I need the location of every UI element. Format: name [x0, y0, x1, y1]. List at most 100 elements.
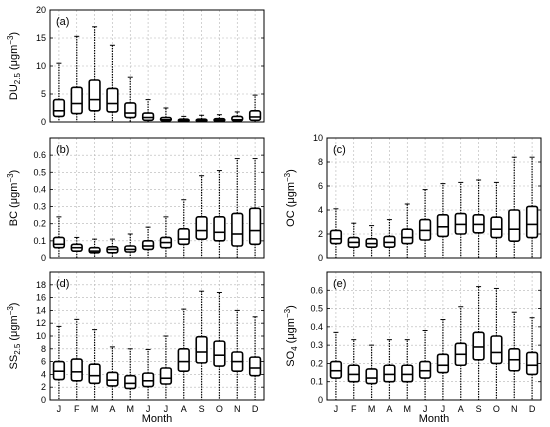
- x-tick-label: O: [216, 404, 223, 414]
- y-tick-label: 0: [41, 253, 46, 263]
- box-iqr: [525, 351, 539, 376]
- y-tick-label: 2: [318, 229, 323, 239]
- y-axis-title: BC (μgm−3): [6, 170, 20, 226]
- box-iqr: [248, 356, 262, 377]
- box-iqr: [436, 214, 450, 238]
- x-axis-title-left: Month: [142, 413, 173, 425]
- box-iqr: [213, 340, 226, 367]
- x-tick-label: M: [368, 404, 376, 414]
- panel-label: (c): [333, 144, 346, 156]
- x-tick-label: M: [404, 404, 412, 414]
- y-axis-title: SS2.5 (μgm−3): [6, 303, 22, 370]
- box-iqr: [231, 212, 244, 247]
- box-iqr: [88, 363, 101, 385]
- y-tick-label: 0.6: [33, 150, 46, 160]
- box-iqr: [248, 207, 262, 246]
- box-iqr: [329, 229, 343, 245]
- y-tick-label: 0: [318, 253, 323, 263]
- panel-b: 0 0.1 0.2 0.3 0.4 0.5 0.6 (b) BC (μgm−3): [6, 137, 265, 263]
- plot-frame: [326, 137, 542, 259]
- box-iqr: [472, 331, 485, 361]
- box-iqr: [490, 216, 503, 239]
- x-tick-label: J: [423, 404, 428, 414]
- x-tick-label: N: [511, 404, 518, 414]
- box-iqr: [401, 228, 414, 245]
- panel-c: 0 2 4 6 8 10 (c) OC (μgm−3): [283, 133, 542, 263]
- box-iqr: [141, 372, 155, 388]
- y-axis-title: OC (μgm−3): [283, 169, 297, 227]
- y-tick-label: 0: [41, 117, 46, 127]
- x-tick-label: J: [146, 404, 151, 414]
- plot-frame: [326, 271, 542, 401]
- box-iqr: [329, 360, 343, 379]
- y-tick-label: 14: [36, 305, 46, 315]
- y-tick-label: 6: [318, 181, 323, 191]
- panel-e: 00.10.20.30.40.50.6J F M A M J J A S O N D(e)SO4 (μ…: [283, 271, 542, 414]
- x-tick-label: N: [234, 404, 241, 414]
- y-tick-label: 10: [36, 61, 46, 71]
- box-iqr: [401, 364, 414, 383]
- y-tick-label: 0.6: [310, 285, 323, 295]
- x-tick-label: S: [199, 404, 205, 414]
- x-tick-label: F: [351, 404, 357, 414]
- x-tick-label: J: [57, 404, 62, 414]
- box-iqr: [124, 102, 137, 119]
- box-iqr: [365, 368, 378, 385]
- box-iqr: [106, 371, 119, 387]
- y-tick-label: 0.4: [310, 322, 323, 332]
- panel-label: (a): [56, 16, 69, 28]
- box-iqr: [418, 360, 432, 379]
- x-axis-title-right: Month: [419, 413, 450, 425]
- box-iqr: [195, 335, 208, 364]
- panel-label: (e): [333, 278, 346, 290]
- y-tick-label: 0.1: [33, 236, 46, 246]
- box-iqr: [141, 240, 155, 251]
- box-iqr: [159, 367, 173, 385]
- box-iqr: [213, 216, 226, 242]
- x-tick-label: J: [441, 404, 446, 414]
- box-iqr: [177, 228, 190, 246]
- y-tick-label: 12: [36, 318, 46, 328]
- box-iqr: [525, 205, 539, 239]
- y-tick-label: 0.1: [310, 377, 323, 387]
- x-tick-label: J: [334, 404, 339, 414]
- x-tick-label: A: [181, 404, 187, 414]
- y-tick-label: 0.4: [33, 184, 46, 194]
- y-axis-title: DU2.5 (μgm−3): [6, 32, 22, 100]
- x-tick-label: M: [127, 404, 135, 414]
- y-tick-label: 0.5: [33, 167, 46, 177]
- y-tick-label: 8: [318, 157, 323, 167]
- y-tick-label: 0.3: [33, 202, 46, 212]
- y-tick-label: 0.2: [33, 219, 46, 229]
- y-tick-label: 6: [41, 357, 46, 367]
- x-tick-label: A: [458, 404, 464, 414]
- y-tick-label: 8: [41, 344, 46, 354]
- y-axis-title: SO4 (μgm−3): [283, 305, 299, 367]
- y-tick-label: 0.3: [310, 340, 323, 350]
- x-tick-label: A: [109, 404, 115, 414]
- x-tick-label: O: [493, 404, 500, 414]
- y-tick-label: 20: [36, 5, 46, 15]
- box-iqr: [70, 86, 83, 115]
- box-iqr: [52, 98, 66, 118]
- box-iqr: [383, 364, 396, 383]
- box-iqr: [508, 209, 521, 243]
- panel-a: 0 5 10 15 20 (a) DU2.5 (μgm−3): [6, 5, 265, 127]
- y-tick-label: 4: [318, 205, 323, 215]
- x-tick-label: D: [252, 404, 259, 414]
- y-tick-label: 5: [41, 89, 46, 99]
- box-iqr: [177, 347, 190, 372]
- plot-frame: [49, 137, 265, 259]
- box-iqr: [88, 79, 101, 112]
- y-tick-label: 10: [313, 133, 323, 143]
- y-tick-label: 10: [36, 331, 46, 341]
- y-tick-label: 15: [36, 33, 46, 43]
- box-iqr: [106, 87, 119, 113]
- x-tick-label: J: [164, 404, 169, 414]
- y-tick-label: 18: [36, 280, 46, 290]
- box-iqr: [124, 374, 137, 390]
- box-iqr: [248, 110, 262, 122]
- box-iqr: [195, 216, 208, 240]
